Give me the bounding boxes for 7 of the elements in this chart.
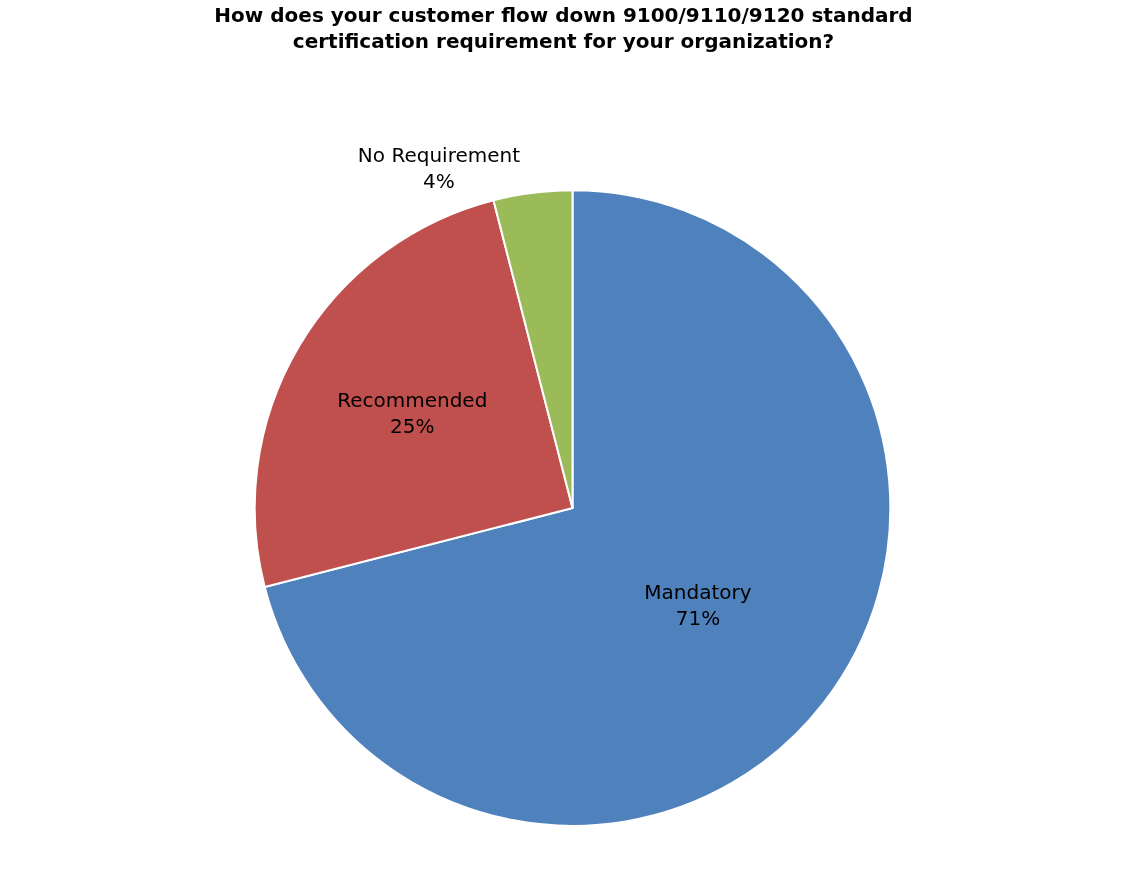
chart-title: How does your customer flow down 9100/9110/9120 standard certification requirement for your organization? (214, 3, 913, 54)
data-label: 4% (423, 169, 455, 194)
data-label: 25% (390, 414, 435, 439)
slice-label: Mandatory (644, 580, 752, 605)
data-label: 71% (675, 606, 721, 631)
slice-label: No Requirement (357, 143, 521, 168)
slice-label: Recommended (337, 388, 488, 413)
